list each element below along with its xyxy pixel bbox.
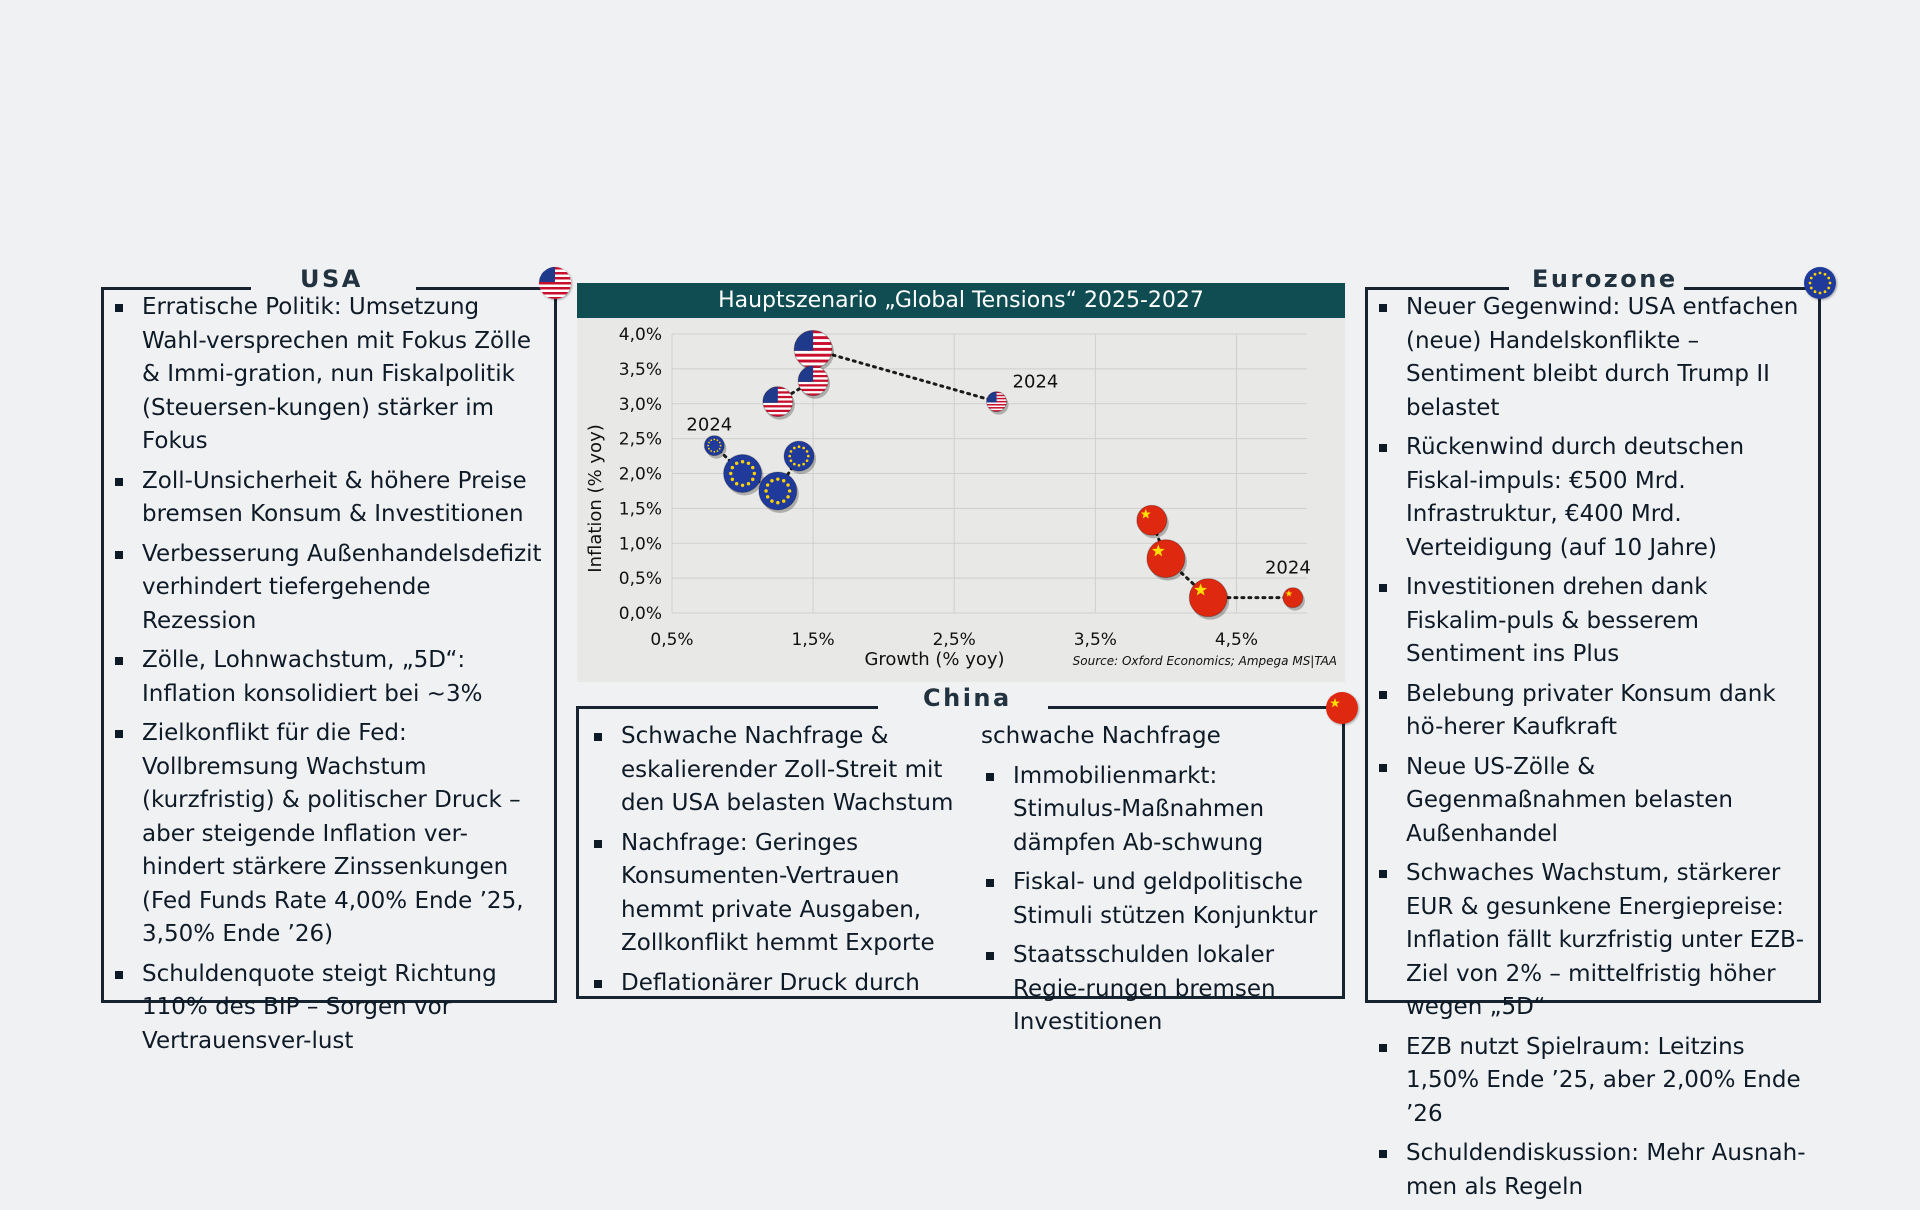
eurozone-box: Eurozone Neuer Gegenwind: USA entfachen … [1365, 265, 1821, 1200]
china-box: China Schwache Nachfrage & eskalierender… [576, 684, 1345, 1035]
eurozone-box-top-border-right [1680, 287, 1821, 290]
china-continuation-text: schwache Nachfrage [981, 723, 1221, 749]
usa-bullet-item: Verbesserung Außenhandelsdefizit verhind… [110, 538, 550, 639]
y-tick-label: 1,0% [619, 534, 662, 554]
us-flag-icon [986, 391, 1007, 412]
eu-flag-icon [723, 454, 762, 493]
china-column-1: Schwache Nachfrage & eskalierender Zoll-… [589, 720, 959, 1006]
usa-box: USA Erratische Politik: Umsetzung Wahl-v… [101, 265, 557, 1054]
marker-outline [1188, 578, 1228, 618]
china-bullet-item: Staatsschulden lokaler Regie-rungen brem… [981, 939, 1321, 1040]
china-bullet-list-1: Schwache Nachfrage & eskalierender Zoll-… [589, 720, 959, 1000]
china-title: China [917, 684, 1018, 712]
usa-title: USA [294, 265, 369, 293]
y-tick-label: 2,5% [619, 430, 662, 450]
x-tick-label: 0,5% [650, 630, 693, 650]
usa-box-top-border-right [416, 287, 557, 290]
china-flag-icon [1146, 539, 1185, 578]
eurozone-title: Eurozone [1526, 265, 1684, 293]
x-tick-label: 2,5% [933, 630, 976, 650]
year-annotation: 2024 [686, 415, 732, 436]
china-bullet-item: Immobilienmarkt: Stimulus-Maßnahmen dämp… [981, 760, 1321, 861]
eu-flag-icon [704, 435, 725, 456]
usa-bullet-item: Erratische Politik: Umsetzung Wahl-versp… [110, 291, 550, 459]
series-path-eurozone [712, 444, 801, 493]
us-flag-icon [539, 267, 571, 299]
marker-outline [758, 471, 798, 511]
eurozone-bullet-item: Neue US-Zölle & Gegenmaßnahmen belasten … [1374, 751, 1814, 852]
usa-bullet-item: Zölle, Lohnwachstum, „5D“: Inflation kon… [110, 644, 550, 711]
marker-outline [723, 454, 763, 493]
marker-outline [1146, 539, 1186, 579]
y-tick-label: 0,5% [619, 569, 662, 589]
china-bullet-item: Deflationärer Druck durch [589, 967, 959, 1001]
eurozone-bullet-item: EZB nutzt Spielraum: Leitzins 1,50% Ende… [1374, 1031, 1814, 1132]
chart-panel: 0,0% 0,5% 1,0% 1,5% 2,0% 2,5% 3,0% 3,5% 4,0% 0,5%… [577, 318, 1345, 682]
china-box-top-border-right [1048, 706, 1345, 709]
usa-bullet-item: Zoll-Unsicherheit & höhere Preise bremse… [110, 465, 550, 532]
eurozone-box-top-border-left [1365, 287, 1509, 290]
marker-outline [797, 365, 829, 397]
china-column-2: schwache Nachfrage Immobilienmarkt: Stim… [981, 720, 1321, 1046]
marker-outline [703, 435, 725, 457]
marker-outline [1282, 587, 1304, 609]
y-tick-label: 3,5% [619, 360, 662, 380]
y-tick-label: 0,0% [619, 604, 662, 624]
x-tick-label: 4,5% [1215, 630, 1258, 650]
year-annotation: 2024 [1013, 372, 1059, 393]
eurozone-bullet-item: Schuldendiskussion: Mehr Ausnah-men als … [1374, 1137, 1814, 1204]
y-tick-label: 3,0% [619, 395, 662, 415]
x-axis-title: Growth (% yoy) [864, 649, 1004, 670]
year-annotation: 2024 [1265, 558, 1311, 579]
eurozone-bullet-item: Schwaches Wachstum, stärkerer EUR & gesu… [1374, 857, 1814, 1025]
marker-outline [986, 391, 1008, 413]
us-flag-icon [762, 386, 793, 417]
chart-title: Hauptszenario „Global Tensions“ 2025-202… [577, 283, 1345, 318]
china-bullet-item: Schwache Nachfrage & eskalierender Zoll-… [589, 720, 959, 821]
china-bullet-item: Fiskal- und geldpolitische Stimuli stütz… [981, 866, 1321, 933]
eu-flag-icon [1804, 267, 1836, 299]
us-flag-icon [798, 365, 829, 396]
eurozone-bullet-item: Investitionen drehen dank Fiskalim-puls … [1374, 571, 1814, 672]
y-tick-label: 4,0% [619, 325, 662, 345]
china-flag-icon [1326, 692, 1358, 724]
x-tick-label: 1,5% [792, 630, 835, 650]
y-axis-title: Inflation (% yoy) [585, 424, 606, 572]
china-box-top-border-left [576, 706, 878, 709]
eu-flag-icon [758, 471, 797, 510]
x-tick-label: 3,5% [1074, 630, 1117, 650]
china-flag-icon [1282, 587, 1303, 608]
china-bullet-item: Nachfrage: Geringes Konsumenten-Vertraue… [589, 827, 959, 961]
eurozone-bullet-item: Neuer Gegenwind: USA entfachen (neue) Ha… [1374, 291, 1814, 425]
usa-bullet-list: Erratische Politik: Umsetzung Wahl-versp… [110, 291, 550, 1064]
marker-outline [783, 440, 815, 472]
usa-bullet-item: Schuldenquote steigt Richtung 110% des B… [110, 958, 550, 1059]
china-flag-icon [1189, 578, 1228, 617]
eurozone-bullet-item: Rückenwind durch deutschen Fiskal-impuls… [1374, 431, 1814, 565]
china-bullet-list-2: Immobilienmarkt: Stimulus-Maßnahmen dämp… [981, 760, 1321, 1040]
eurozone-bullet-item: Belebung privater Konsum dank hö-herer K… [1374, 678, 1814, 745]
china-flag-icon [1136, 505, 1167, 536]
usa-bullet-item: Zielkonflikt für die Fed: Vollbremsung W… [110, 717, 550, 952]
y-tick-label: 1,5% [619, 499, 662, 519]
usa-box-top-border-left [101, 287, 251, 290]
source-note: Source: Oxford Economics; Ampega MS|TAA [1073, 654, 1337, 668]
scatter-chart: 0,0% 0,5% 1,0% 1,5% 2,0% 2,5% 3,0% 3,5% 4,0% 0,5%… [585, 325, 1337, 670]
eu-flag-icon [784, 441, 814, 472]
marker-outline [762, 386, 794, 418]
y-tick-label: 2,0% [619, 465, 662, 485]
eurozone-bullet-list: Neuer Gegenwind: USA entfachen (neue) Ha… [1374, 291, 1814, 1210]
series-path-china [1150, 518, 1295, 600]
marker-outline [1136, 504, 1168, 536]
